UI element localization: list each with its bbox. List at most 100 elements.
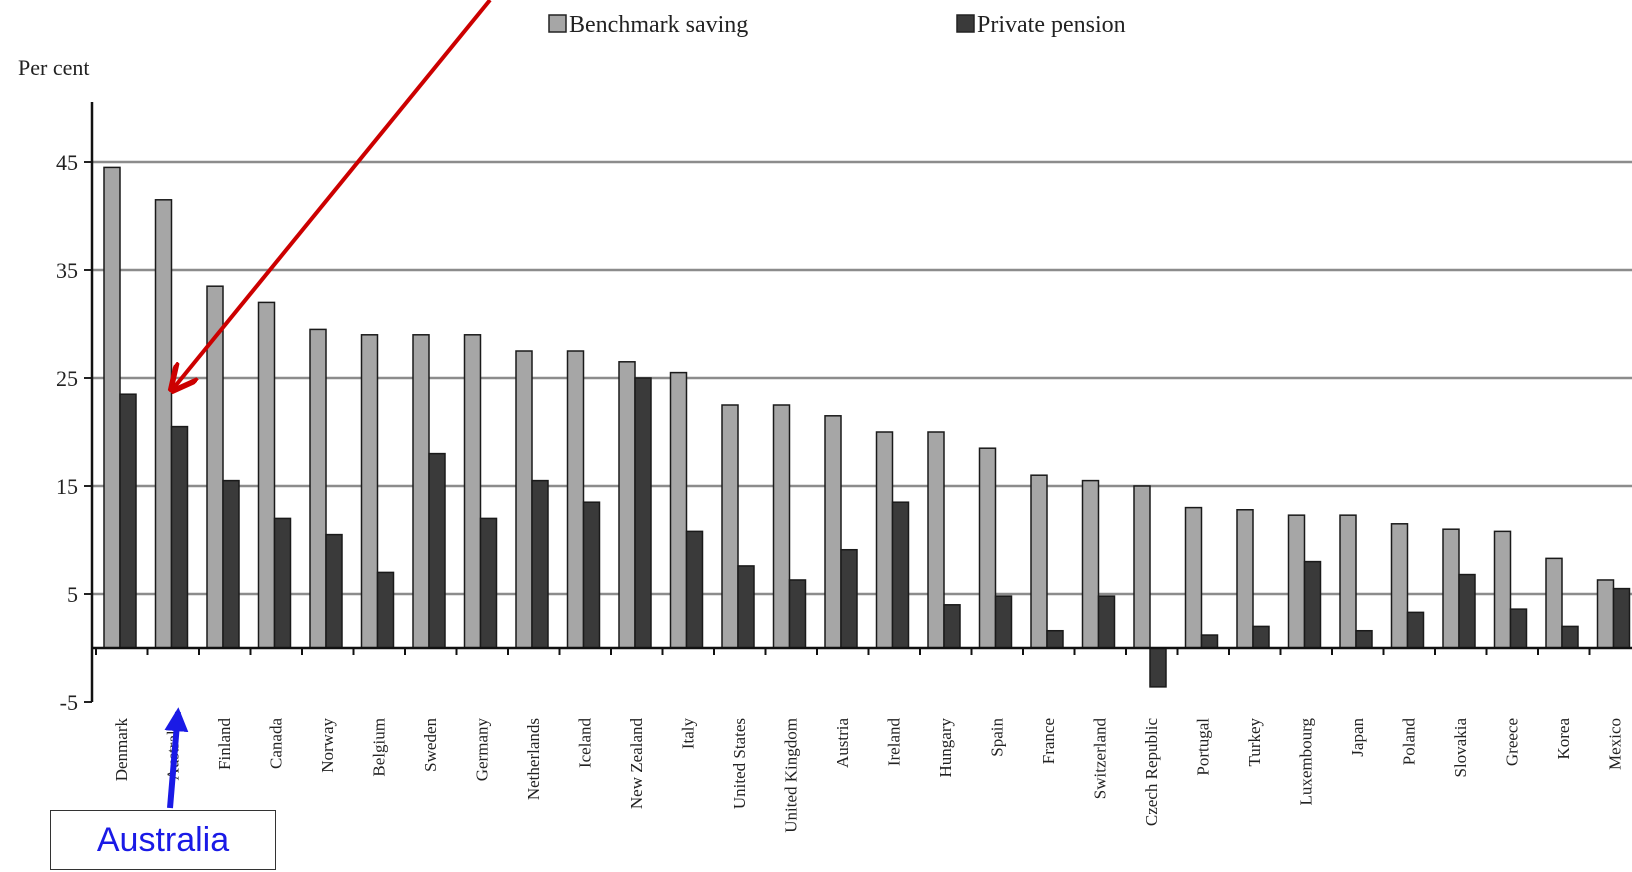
bar-private <box>1612 587 1631 649</box>
bar-private <box>582 501 601 649</box>
bar-benchmark <box>1442 528 1460 649</box>
bar-benchmark <box>978 447 997 649</box>
bar-benchmark <box>824 415 842 649</box>
red-annotation-arrow <box>172 0 492 390</box>
bar-private <box>170 425 189 649</box>
legend-swatch-private <box>956 14 975 33</box>
bar-private <box>634 377 652 649</box>
category-label: Hungary <box>936 718 955 778</box>
category-label: Mexico <box>1605 718 1624 770</box>
bar-benchmark <box>412 334 430 649</box>
category-label: Belgium <box>369 718 388 777</box>
y-tick-label: 5 <box>67 582 78 607</box>
bar-private <box>1406 611 1425 649</box>
bar-private <box>273 517 292 649</box>
category-label: Sweden <box>421 718 440 772</box>
bar-benchmark <box>721 404 739 649</box>
y-axis-label: Per cent <box>18 55 89 80</box>
category-label: Portugal <box>1193 718 1212 776</box>
bar-benchmark <box>1390 523 1409 649</box>
bar-benchmark <box>1596 579 1615 649</box>
category-label: Luxembourg <box>1296 718 1315 806</box>
category-label: Greece <box>1502 718 1521 766</box>
bar-benchmark <box>1545 557 1563 649</box>
bar-benchmark <box>154 199 173 649</box>
bar-private <box>1149 647 1167 688</box>
bar-private <box>1046 629 1064 649</box>
y-tick-label: 35 <box>56 258 78 283</box>
bar-benchmark <box>1184 506 1203 649</box>
bar-private <box>1458 573 1476 649</box>
bar-benchmark <box>1133 485 1151 649</box>
category-label: France <box>1039 718 1058 764</box>
bar-private <box>325 533 343 649</box>
bar-private <box>737 565 755 649</box>
bar-benchmark <box>1287 514 1306 649</box>
category-label: Austria <box>833 718 852 769</box>
bar-benchmark <box>257 301 276 649</box>
bar-private <box>1252 625 1270 649</box>
bar-private <box>1200 634 1219 649</box>
bar-benchmark <box>309 328 327 649</box>
bar-private <box>788 579 807 649</box>
bar-benchmark <box>1236 509 1254 649</box>
blue-pointer-arrow <box>164 707 189 809</box>
category-label: Czech Republic <box>1142 718 1161 827</box>
category-label: Ireland <box>884 718 903 767</box>
bar-private <box>943 604 961 649</box>
bar-benchmark <box>360 334 379 649</box>
bar-private <box>1097 595 1116 649</box>
bar-private <box>119 393 137 649</box>
category-label: Korea <box>1554 718 1573 760</box>
bar-benchmark <box>772 404 791 649</box>
bar-benchmark <box>103 166 121 649</box>
legend: Benchmark saving Private pension <box>548 12 1126 38</box>
bar-benchmark <box>875 431 894 649</box>
category-label: Italy <box>678 718 697 750</box>
category-label: United Kingdom <box>781 718 800 833</box>
bar-private <box>1509 608 1528 649</box>
bar-private <box>479 517 498 649</box>
bar-private <box>1355 629 1373 649</box>
legend-swatch-benchmark <box>548 14 567 33</box>
bar-private <box>531 479 549 649</box>
bar-benchmark <box>206 285 224 649</box>
category-label: Norway <box>318 718 337 773</box>
bar-private <box>222 479 240 649</box>
y-tick-label: 45 <box>56 150 78 175</box>
category-label: Canada <box>266 718 285 769</box>
category-label: Iceland <box>575 718 594 769</box>
category-label: Denmark <box>112 718 131 782</box>
category-label: Finland <box>215 718 234 770</box>
bar-private <box>994 595 1013 649</box>
bar-private <box>891 501 910 649</box>
category-label: New Zealand <box>627 718 646 810</box>
bar-benchmark <box>618 361 636 649</box>
category-label: Switzerland <box>1090 718 1109 800</box>
bar-benchmark <box>515 350 533 649</box>
category-label: United States <box>730 718 749 809</box>
bar-private <box>428 452 446 649</box>
legend-label-benchmark: Benchmark saving <box>569 12 748 38</box>
category-label: Turkey <box>1245 718 1264 767</box>
bar-benchmark <box>927 431 945 649</box>
bar-benchmark <box>1030 474 1048 649</box>
y-tick-label: 25 <box>56 366 78 391</box>
bar-private <box>1303 560 1322 649</box>
bar-private <box>840 548 858 649</box>
category-label: Poland <box>1399 718 1418 766</box>
bar-benchmark <box>566 350 585 649</box>
category-label: Slovakia <box>1451 718 1470 778</box>
bar-benchmark <box>1339 514 1357 649</box>
bar-benchmark <box>1081 479 1100 649</box>
bar-benchmark <box>463 334 482 649</box>
bar-private <box>685 530 704 649</box>
bar-private <box>1561 625 1579 649</box>
bar-private <box>376 571 395 649</box>
category-label: Japan <box>1348 718 1367 757</box>
category-label: Spain <box>987 718 1006 757</box>
y-tick-label: 15 <box>56 474 78 499</box>
bar-benchmark <box>669 371 688 649</box>
y-tick-label: -5 <box>60 690 78 715</box>
